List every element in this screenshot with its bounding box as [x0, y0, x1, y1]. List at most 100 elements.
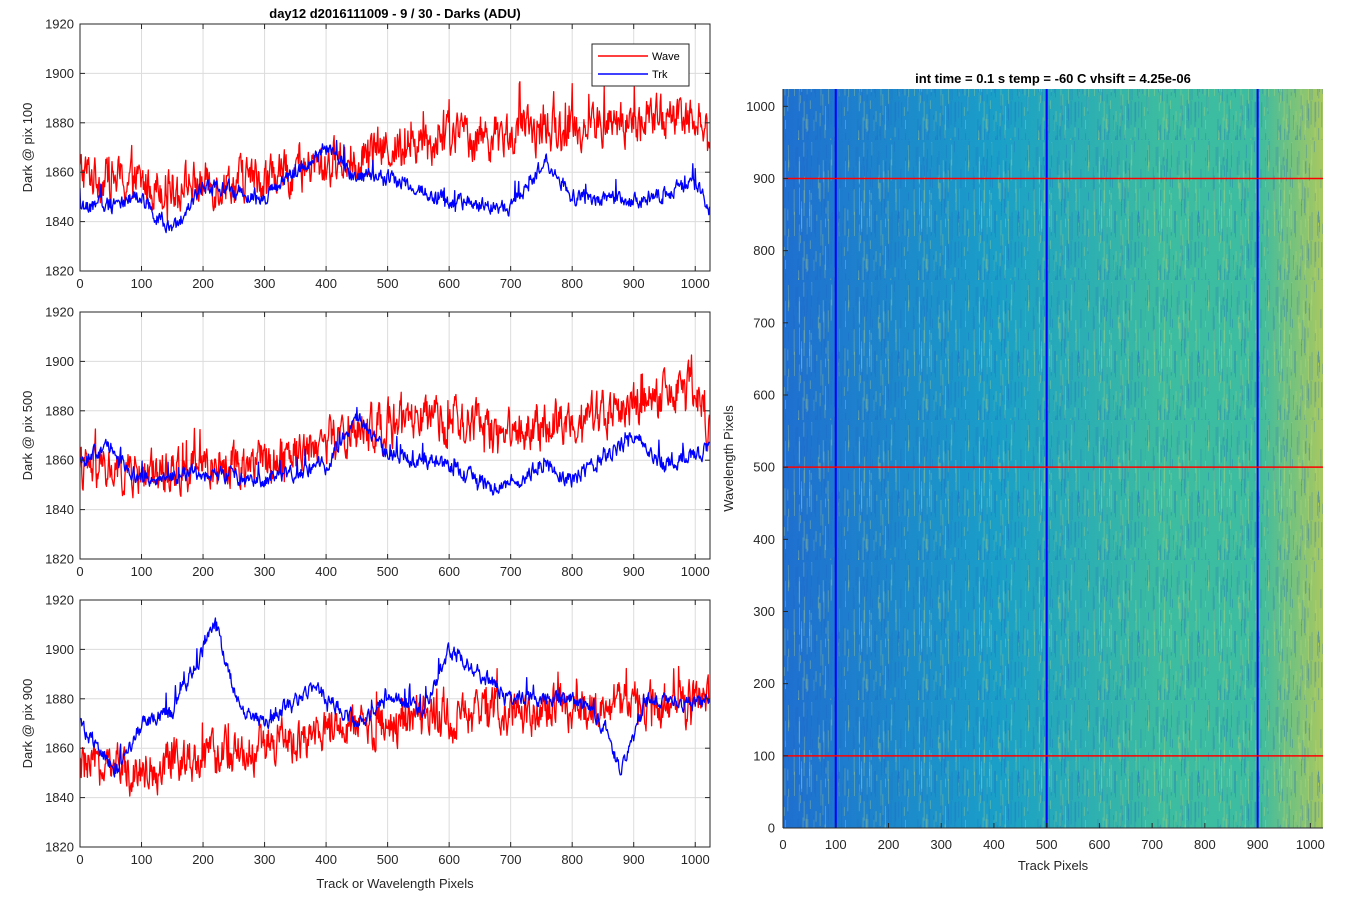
y-axis-label: Wavelength Pixels [721, 405, 736, 512]
x-tick-label: 0 [76, 276, 83, 291]
series-group [80, 617, 710, 797]
x-tick-label: 1000 [681, 852, 710, 867]
x-tick-label: 100 [131, 276, 153, 291]
y-tick-label: 1820 [45, 552, 74, 567]
x-tick-label: 700 [500, 564, 522, 579]
series-group [80, 81, 710, 234]
x-axis-label: Track Pixels [1018, 858, 1089, 873]
x-tick-label: 400 [315, 276, 337, 291]
y-tick-label: 1820 [45, 264, 74, 279]
y-tick-label: 1840 [45, 214, 74, 229]
series-line-trk [80, 406, 710, 496]
x-tick-label: 1000 [681, 276, 710, 291]
chart-title: day12 d2016111009 - 9 / 30 - Darks (ADU) [269, 6, 520, 21]
x-tick-label: 900 [1247, 837, 1269, 852]
y-axis-label: Dark @ pix 100 [20, 103, 35, 193]
legend-label-wave: Wave [652, 51, 680, 63]
x-tick-label: 600 [438, 276, 460, 291]
y-axis-label: Dark @ pix 500 [20, 391, 35, 481]
y-tick-label: 1860 [45, 453, 74, 468]
legend: Wave Trk [591, 43, 690, 87]
y-tick-label: 500 [753, 460, 775, 475]
y-tick-label: 700 [753, 315, 775, 330]
y-tick-label: 1840 [45, 790, 74, 805]
legend-label-trk: Trk [652, 69, 668, 81]
x-tick-label: 100 [131, 564, 153, 579]
y-tick-label: 1920 [45, 17, 74, 32]
y-tick-label: 300 [753, 604, 775, 619]
x-tick-label: 400 [315, 564, 337, 579]
x-tick-label: 600 [438, 564, 460, 579]
y-tick-label: 1860 [45, 165, 74, 180]
x-tick-label: 800 [1194, 837, 1216, 852]
y-tick-label: 1860 [45, 741, 74, 756]
x-axis-label: Track or Wavelength Pixels [316, 876, 474, 891]
y-tick-label: 1880 [45, 691, 74, 706]
x-tick-label: 0 [779, 837, 786, 852]
y-tick-label: 1880 [45, 115, 74, 130]
y-tick-label: 1900 [45, 642, 74, 657]
x-tick-label: 200 [192, 276, 214, 291]
x-tick-label: 1000 [1296, 837, 1325, 852]
series-line-wave [80, 81, 710, 222]
y-tick-label: 1880 [45, 403, 74, 418]
y-tick-label: 600 [753, 387, 775, 402]
x-tick-label: 600 [438, 852, 460, 867]
x-tick-label: 200 [192, 852, 214, 867]
x-tick-label: 300 [930, 837, 952, 852]
x-tick-label: 600 [1089, 837, 1111, 852]
series-line-trk [80, 617, 710, 778]
heatmap-panel: 0 100 200 300 400 500 600 700 800 900 1000 0 100 200 3… [721, 71, 1325, 873]
y-tick-label: 1900 [45, 66, 74, 81]
axes-box [79, 23, 711, 272]
y-tick-label: 0 [768, 821, 775, 836]
heatmap-texture [783, 89, 1323, 828]
y-tick-label: 900 [753, 171, 775, 186]
x-tick-label: 300 [254, 276, 276, 291]
y-tick-label: 1000 [746, 99, 775, 114]
series-line-trk [80, 139, 710, 234]
x-tick-label: 100 [131, 852, 153, 867]
x-tick-label: 700 [500, 276, 522, 291]
x-tick-label: 800 [561, 852, 583, 867]
x-tick-label: 900 [623, 276, 645, 291]
x-tick-label: 900 [623, 852, 645, 867]
heatmap-title: int time = 0.1 s temp = -60 C vhsift = 4… [915, 71, 1191, 86]
x-tick-label: 500 [377, 564, 399, 579]
x-tick-label: 200 [192, 564, 214, 579]
series-line-wave [80, 665, 710, 797]
y-tick-label: 1900 [45, 354, 74, 369]
line-panel-1: 0 100 200 300 400 500 600 700 800 900 1000 1820 1840… [20, 6, 711, 291]
y-tick-label: 1920 [45, 305, 74, 320]
series-line-wave [80, 354, 710, 499]
x-tick-label: 500 [377, 276, 399, 291]
x-tick-label: 100 [825, 837, 847, 852]
y-tick-label: 400 [753, 532, 775, 547]
line-panel-2: 0 100 200 300 400 500 600 700 800 900 1000 1820 1840… [20, 305, 711, 579]
y-tick-label: 200 [753, 676, 775, 691]
x-tick-label: 300 [254, 852, 276, 867]
y-tick-label: 1820 [45, 840, 74, 855]
y-tick-label: 1840 [45, 502, 74, 517]
y-axis-label: Dark @ pix 900 [20, 679, 35, 769]
x-tick-label: 800 [561, 276, 583, 291]
axes-box [79, 599, 711, 848]
x-tick-label: 400 [315, 852, 337, 867]
y-tick-label: 800 [753, 243, 775, 258]
x-tick-label: 900 [623, 564, 645, 579]
x-tick-label: 700 [1141, 837, 1163, 852]
x-tick-label: 0 [76, 852, 83, 867]
series-group [80, 354, 710, 499]
x-tick-label: 300 [254, 564, 276, 579]
y-tick-label: 100 [753, 748, 775, 763]
x-tick-label: 1000 [681, 564, 710, 579]
x-tick-label: 400 [983, 837, 1005, 852]
x-tick-label: 800 [561, 564, 583, 579]
x-tick-label: 700 [500, 852, 522, 867]
axes-box [79, 311, 711, 560]
y-tick-label: 1920 [45, 593, 74, 608]
x-tick-label: 200 [878, 837, 900, 852]
legend-box [591, 43, 690, 87]
x-tick-label: 0 [76, 564, 83, 579]
